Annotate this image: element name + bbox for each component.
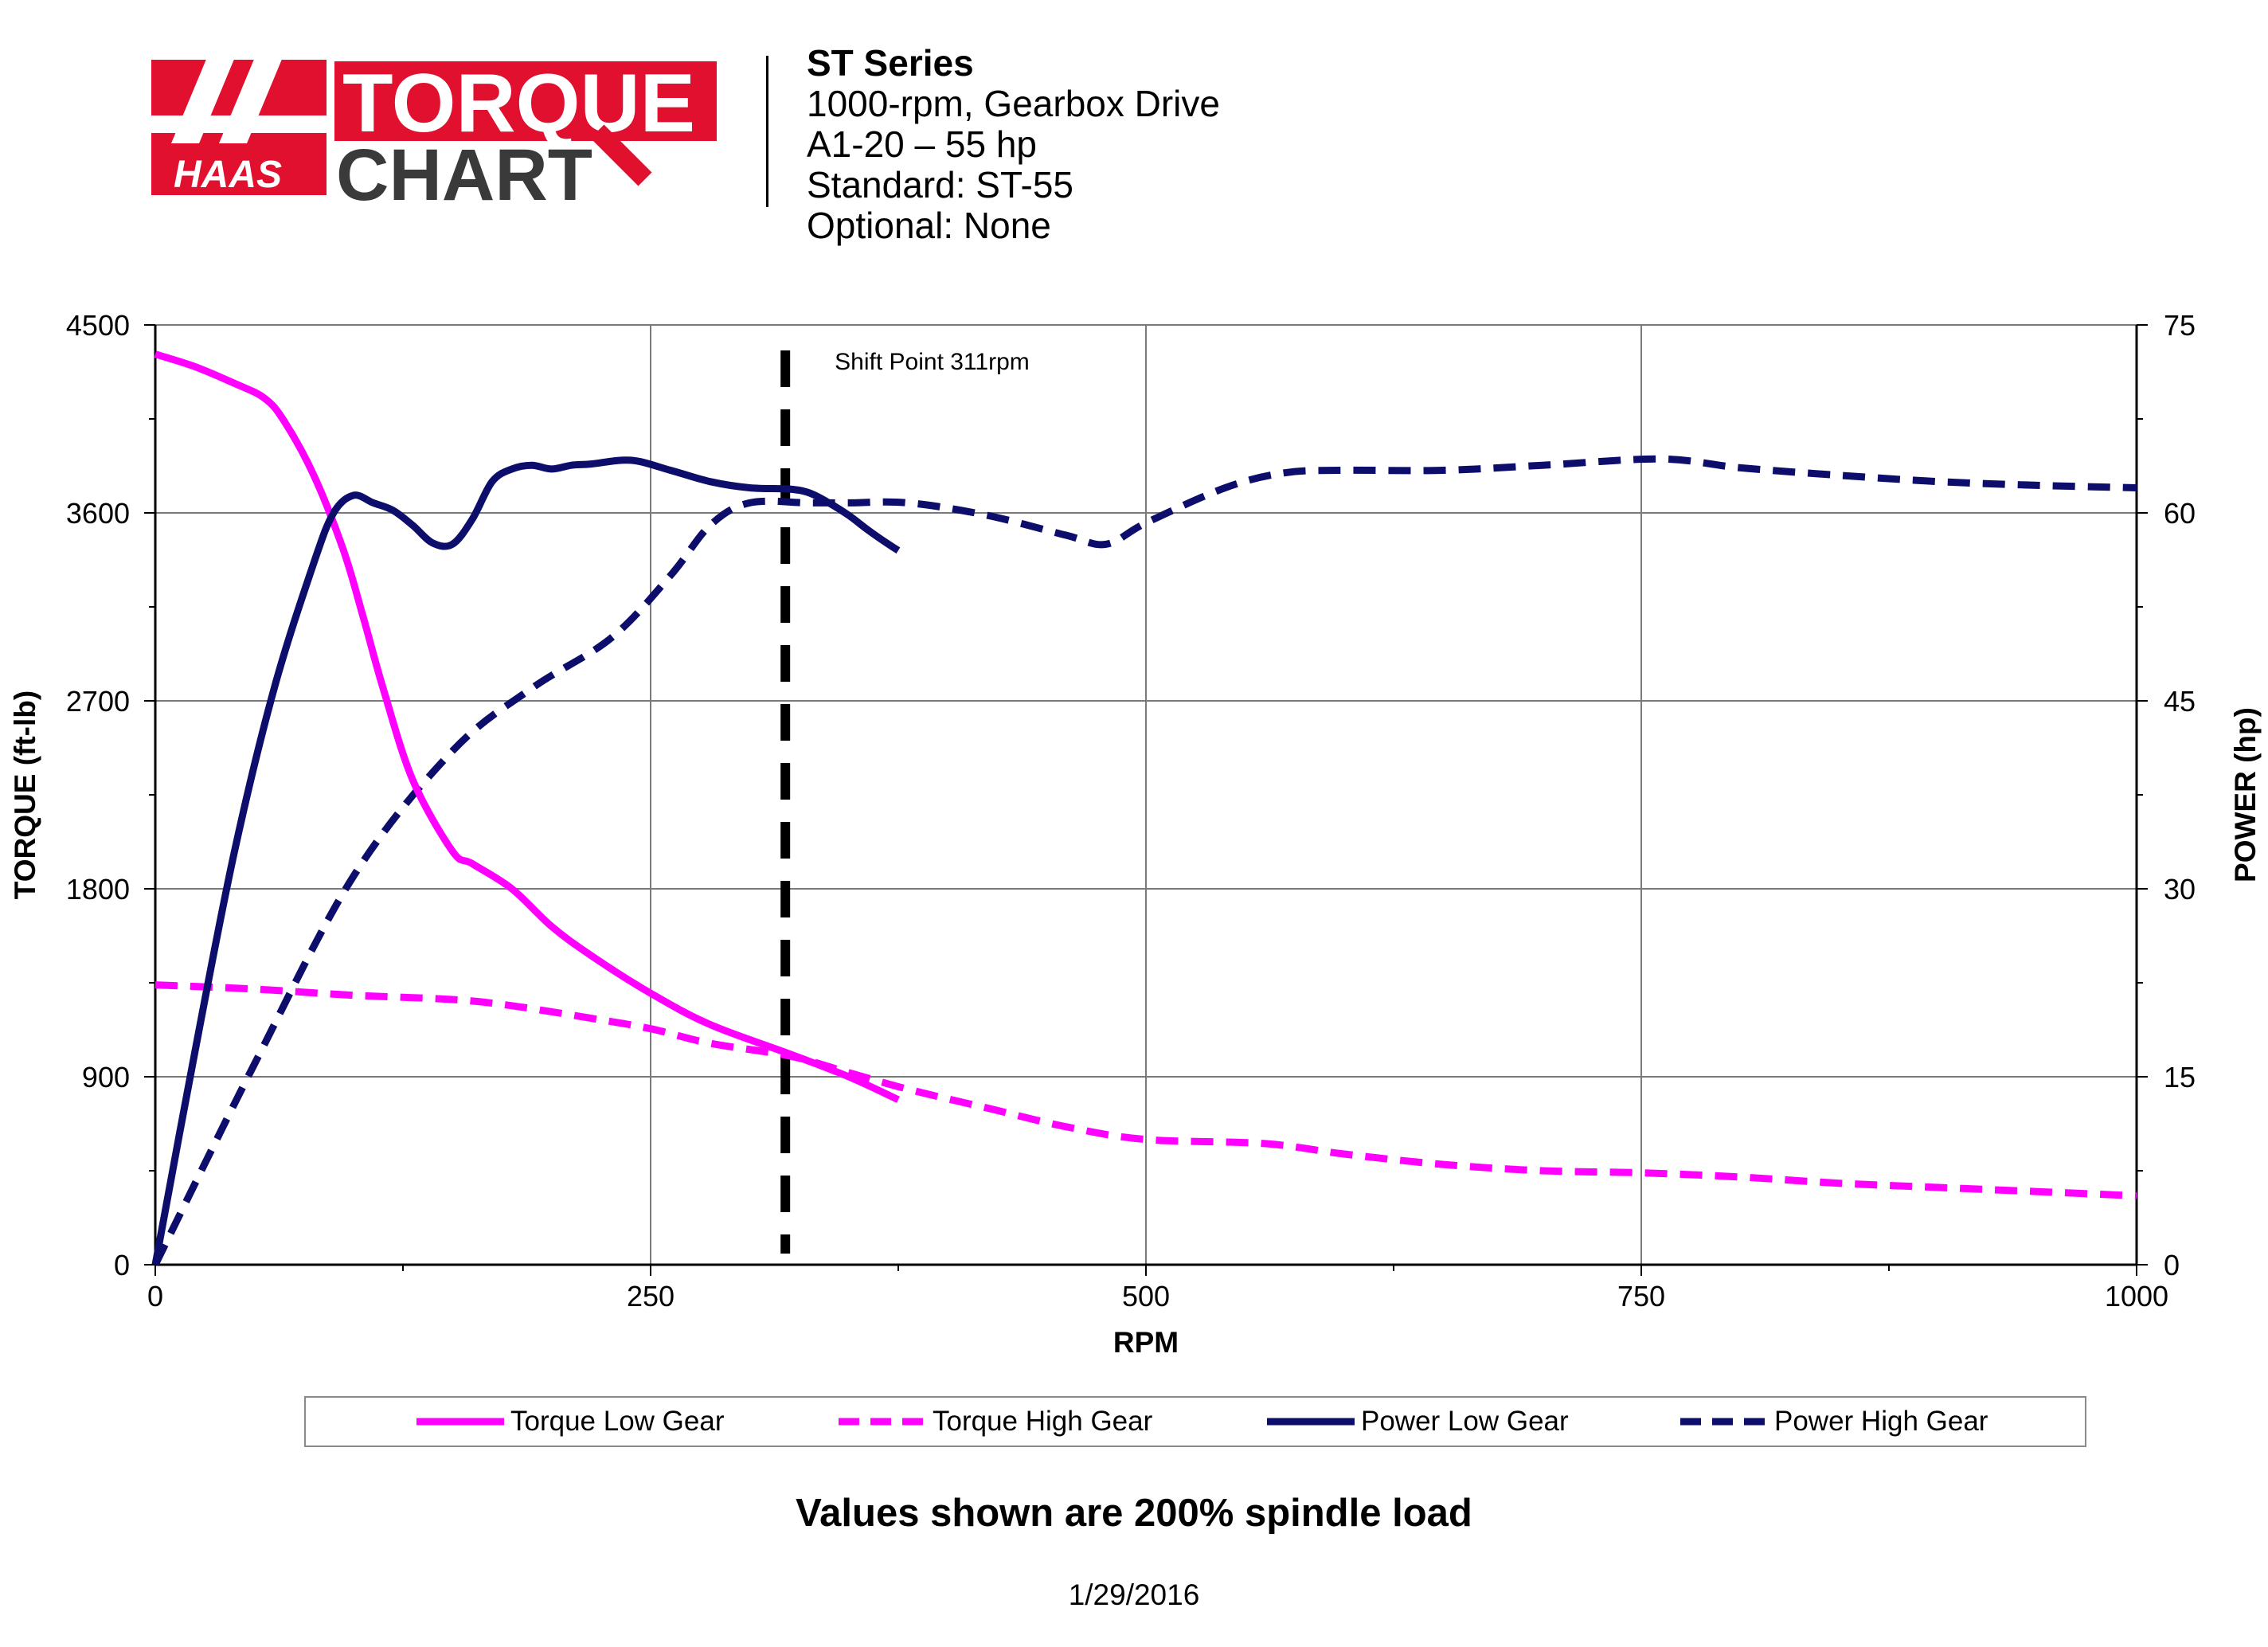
y-tick-label-left: 1800 (66, 873, 130, 906)
logo-white-bar (151, 115, 327, 133)
logo-chart-text: CHART (336, 135, 592, 211)
y-tick-label-left: 4500 (66, 309, 130, 342)
legend-label-torque-high: Torque High Gear (933, 1406, 1153, 1437)
x-tick-label: 250 (627, 1280, 675, 1313)
haas-torque-chart-logo: HAAS TORQUE CHART (151, 48, 717, 211)
header-divider (766, 56, 768, 207)
y-tick-label-right: 60 (2164, 497, 2196, 530)
y-tick-label-left: 2700 (66, 685, 130, 718)
legend-label-torque-low: Torque Low Gear (510, 1406, 725, 1437)
y-axis-title-right: POWER (hp) (2229, 707, 2262, 882)
x-tick-label: 750 (1617, 1280, 1665, 1313)
legend-item-power-low: Power Low Gear (1264, 1398, 1569, 1446)
legend-label-power-low: Power Low Gear (1361, 1406, 1569, 1437)
series-line-torque-high-gear (154, 981, 2137, 1199)
logo-torque-bar (334, 61, 717, 141)
y-tick-label-right: 45 (2164, 685, 2196, 718)
logo-magnifier-handle (590, 124, 652, 186)
series-line-power-high-gear (151, 455, 2137, 1266)
series-line-torque-low-gear (154, 350, 900, 1103)
x-tick-label: 1000 (2105, 1280, 2168, 1313)
footnote: Values shown are 200% spindle load (796, 1492, 1472, 1535)
legend-item-power-high: Power High Gear (1677, 1398, 1988, 1446)
legend-item-torque-high: Torque High Gear (835, 1398, 1152, 1446)
spec-line-optional: Optional: None (807, 205, 1051, 246)
spec-line-motor: A1-20 – 55 hp (807, 123, 1038, 165)
spec-block: ST Series 1000-rpm, Gearbox Drive A1-20 … (807, 43, 1220, 246)
y-tick-label-right: 0 (2164, 1249, 2180, 1281)
y-tick-label-right: 75 (2164, 309, 2196, 342)
legend-label-power-high: Power High Gear (1774, 1406, 1988, 1437)
legend-item-torque-low: Torque Low Gear (413, 1398, 724, 1446)
y-tick-label-left: 0 (114, 1249, 130, 1281)
chart-date: 1/29/2016 (1068, 1579, 1200, 1611)
spec-line-standard: Standard: ST-55 (807, 164, 1073, 205)
legend-swatch-power-low (1267, 1418, 1355, 1426)
legend-swatch-power-high (1680, 1418, 1768, 1426)
shift-point-label: Shift Point 311rpm (835, 349, 1030, 375)
legend-swatch-torque-low (416, 1418, 504, 1426)
spec-line-drive: 1000-rpm, Gearbox Drive (807, 83, 1220, 124)
y-tick-label-right: 30 (2164, 873, 2196, 906)
x-axis-title: RPM (1113, 1326, 1179, 1359)
x-tick-label: 500 (1122, 1280, 1170, 1313)
y-tick-label-left: 3600 (66, 497, 130, 530)
logo-torque-text: TORQUE (342, 57, 695, 150)
x-tick-label: 0 (147, 1280, 163, 1313)
logo-brand-text: HAAS (174, 154, 282, 196)
y-tick-label-right: 15 (2164, 1061, 2196, 1093)
y-tick-label-left: 900 (82, 1061, 130, 1093)
legend: Torque Low Gear Torque High Gear Power L… (304, 1396, 2086, 1447)
y-axis-title-left: TORQUE (ft-lb) (9, 690, 41, 899)
series-line-power-low-gear (151, 456, 901, 1266)
legend-swatch-torque-high (839, 1418, 926, 1426)
series-title: ST Series (807, 42, 974, 84)
